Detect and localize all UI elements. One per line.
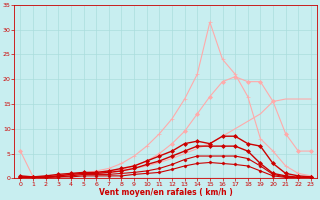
X-axis label: Vent moyen/en rafales ( km/h ): Vent moyen/en rafales ( km/h ) [99, 188, 233, 197]
